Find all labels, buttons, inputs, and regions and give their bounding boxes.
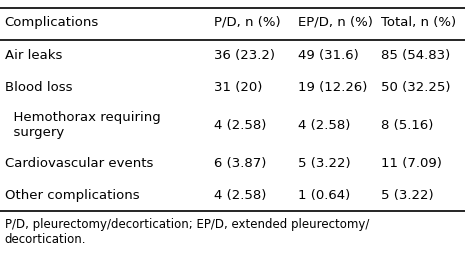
Text: 6 (3.87): 6 (3.87)	[214, 157, 266, 170]
Text: P/D, n (%): P/D, n (%)	[214, 16, 281, 29]
Text: Total, n (%): Total, n (%)	[381, 16, 456, 29]
Text: 11 (7.09): 11 (7.09)	[381, 157, 442, 170]
Text: Blood loss: Blood loss	[5, 81, 72, 94]
Text: 5 (3.22): 5 (3.22)	[298, 157, 350, 170]
Text: Complications: Complications	[5, 16, 99, 29]
Text: Other complications: Other complications	[5, 189, 139, 202]
Text: Hemothorax requiring
  surgery: Hemothorax requiring surgery	[5, 111, 160, 139]
Text: 85 (54.83): 85 (54.83)	[381, 49, 451, 62]
Text: P/D, pleurectomy/decortication; EP/D, extended pleurectomy/
decortication.: P/D, pleurectomy/decortication; EP/D, ex…	[5, 218, 369, 246]
Text: 4 (2.58): 4 (2.58)	[214, 189, 266, 202]
Text: Cardiovascular events: Cardiovascular events	[5, 157, 153, 170]
Text: 31 (20): 31 (20)	[214, 81, 262, 94]
Text: 49 (31.6): 49 (31.6)	[298, 49, 358, 62]
Text: 19 (12.26): 19 (12.26)	[298, 81, 367, 94]
Text: 1 (0.64): 1 (0.64)	[298, 189, 350, 202]
Text: 36 (23.2): 36 (23.2)	[214, 49, 275, 62]
Text: 5 (3.22): 5 (3.22)	[381, 189, 434, 202]
Text: Air leaks: Air leaks	[5, 49, 62, 62]
Text: EP/D, n (%): EP/D, n (%)	[298, 16, 373, 29]
Text: 50 (32.25): 50 (32.25)	[381, 81, 451, 94]
Text: 4 (2.58): 4 (2.58)	[214, 119, 266, 132]
Text: 8 (5.16): 8 (5.16)	[381, 119, 434, 132]
Text: 4 (2.58): 4 (2.58)	[298, 119, 350, 132]
